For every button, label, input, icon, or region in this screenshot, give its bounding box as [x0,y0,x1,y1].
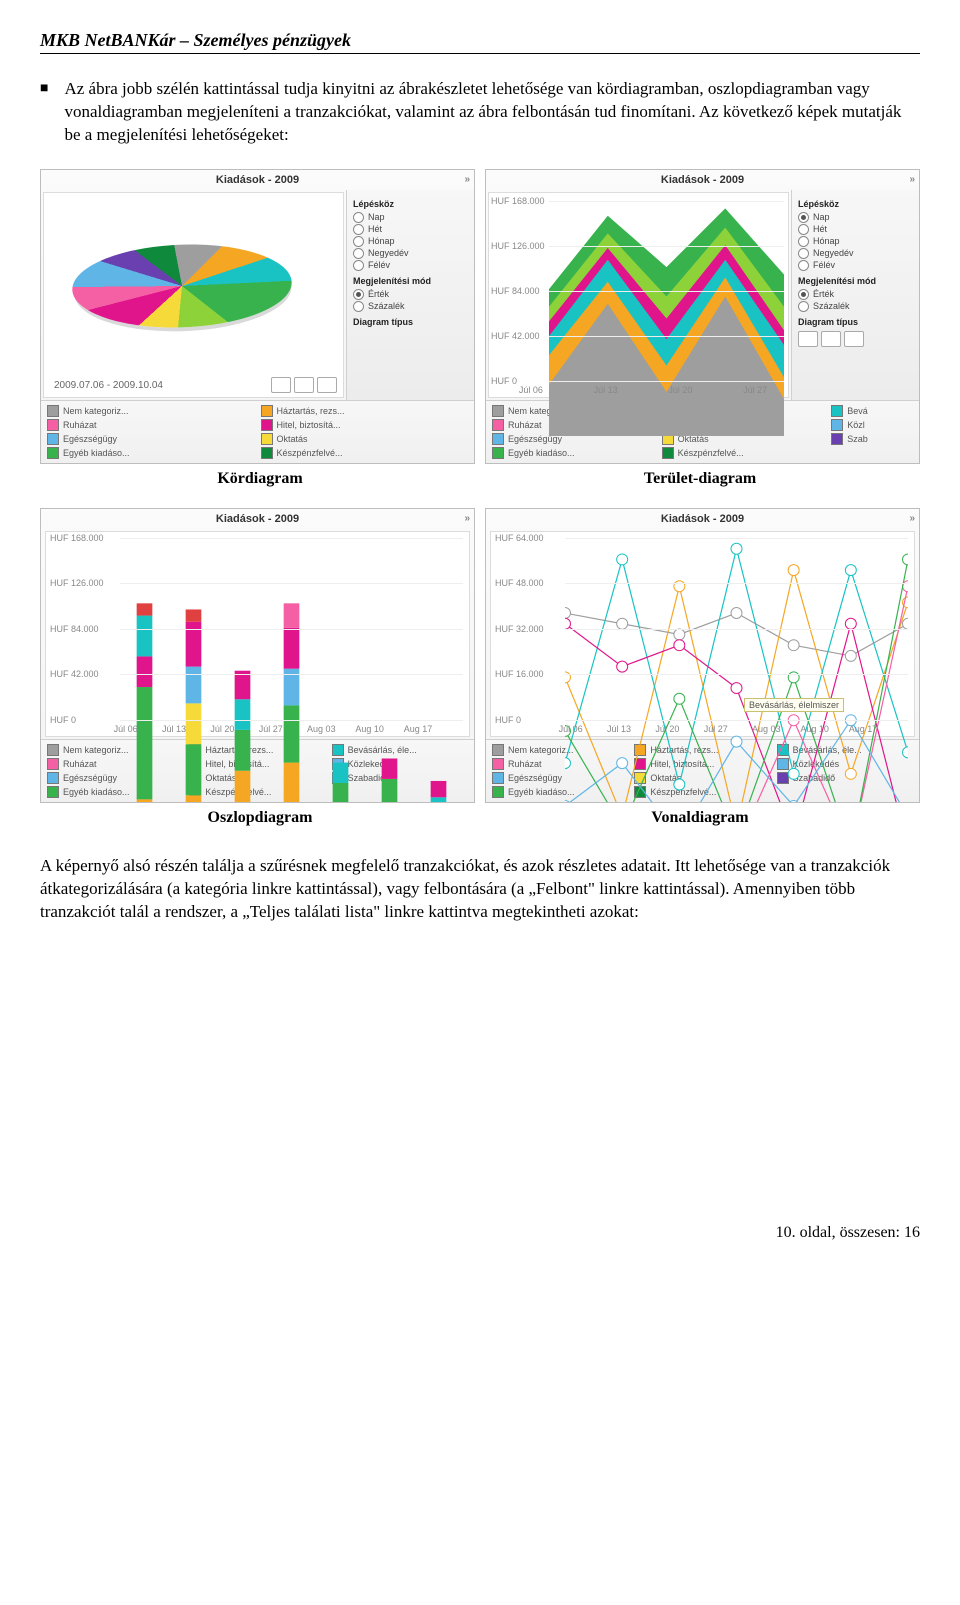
expand-icon[interactable]: » [909,513,915,524]
caption-pie: Kördiagram [40,470,480,488]
radio-option[interactable]: Százalék [798,301,913,312]
side-panel-pie: Lépésköz NapHétHónapNegyedévFélév Megjel… [346,190,474,400]
screenshot-line: Kiadások - 2009 » Bevásárlás, élelmiszer … [485,508,920,803]
radio-option[interactable]: Érték [353,289,468,300]
chart-type-icons[interactable] [271,377,337,393]
legend-item[interactable]: Oktatás [261,433,469,445]
chart-type-icons[interactable] [798,331,913,347]
expand-icon[interactable]: » [464,174,470,185]
screenshot-area: Kiadások - 2009 » HUF 168.000HUF 126.000H… [485,169,920,464]
legend-item[interactable]: Bevá [831,405,913,417]
expand-icon[interactable]: » [909,174,915,185]
screenshot-pie: Kiadások - 2009 » 2009.07.06 - 2009.10.04… [40,169,475,464]
radio-option[interactable]: Félév [798,260,913,271]
radio-option[interactable]: Nap [353,212,468,223]
type-header: Diagram típus [353,317,468,327]
screenshots-row-2: Kiadások - 2009 » HUF 168.000HUF 126.000H… [40,508,920,803]
mode-header: Megjelenítési mód [353,276,468,286]
legend-item[interactable]: Egyéb kiadáso... [492,447,656,459]
step-header: Lépésköz [798,199,913,209]
legend-pie: Nem kategoriz... Háztartás, rezs... Ruháza… [41,400,474,463]
intro-text: Az ábra jobb szélén kattintással tudja k… [64,78,920,147]
radio-option[interactable]: Negyedév [798,248,913,259]
legend-item[interactable]: Készpénzfelvé... [662,447,826,459]
line-chart-area[interactable]: Bevásárlás, élelmiszer HUF 64.000HUF 48.… [490,531,915,737]
bullet-icon: ■ [40,78,48,100]
radio-option[interactable]: Nap [798,212,913,223]
bar-title: Kiadások - 2009 [216,513,299,525]
step-header: Lépésköz [353,199,468,209]
screenshot-bar: Kiadások - 2009 » HUF 168.000HUF 126.000H… [40,508,475,803]
page-header: MKB NetBANKár – Személyes pénzügyek [40,30,920,54]
legend-item[interactable]: Szab [831,433,913,445]
radio-option[interactable]: Hét [798,224,913,235]
legend-item[interactable]: Egyéb kiadáso... [47,447,255,459]
pie-chart-area[interactable]: 2009.07.06 - 2009.10.04 [43,192,344,398]
legend-item[interactable]: Készpénzfelvé... [261,447,469,459]
legend-item[interactable]: Nem kategoriz... [47,405,255,417]
line-title: Kiadások - 2009 [661,513,744,525]
area-title: Kiadások - 2009 [661,174,744,186]
legend-item[interactable]: Ruházat [47,419,255,431]
radio-option[interactable]: Százalék [353,301,468,312]
pie-title: Kiadások - 2009 [216,174,299,186]
side-panel-area: Lépésköz NapHétHónapNegyedévFélév Megjel… [791,190,919,400]
outro-text: A képernyő alsó részén találja a szűrésn… [40,855,920,924]
radio-option[interactable]: Érték [798,289,913,300]
bar-chart-area[interactable]: HUF 168.000HUF 126.000HUF 84.000HUF 42.0… [45,531,470,737]
area-chart-area[interactable]: HUF 168.000HUF 126.000HUF 84.000HUF 42.0… [488,192,789,398]
type-header: Diagram típus [798,317,913,327]
radio-option[interactable]: Hét [353,224,468,235]
legend-item[interactable]: Közl [831,419,913,431]
screenshots-row-1: Kiadások - 2009 » 2009.07.06 - 2009.10.04… [40,169,920,464]
radio-option[interactable]: Félév [353,260,468,271]
radio-option[interactable]: Hónap [798,236,913,247]
radio-option[interactable]: Negyedév [353,248,468,259]
expand-icon[interactable]: » [464,513,470,524]
caption-bar: Oszlopdiagram [40,809,480,827]
page-footer: 10. oldal, összesen: 16 [40,1224,920,1242]
line-tooltip: Bevásárlás, élelmiszer [744,698,844,712]
legend-item[interactable]: Egészségügy [47,433,255,445]
mode-header: Megjelenítési mód [798,276,913,286]
caption-line: Vonaldiagram [480,809,920,827]
legend-item[interactable]: Háztartás, rezs... [261,405,469,417]
pie-date-range: 2009.07.06 - 2009.10.04 [54,380,163,391]
radio-option[interactable]: Hónap [353,236,468,247]
caption-area: Terület-diagram [480,470,920,488]
legend-item[interactable]: Hitel, biztosítá... [261,419,469,431]
